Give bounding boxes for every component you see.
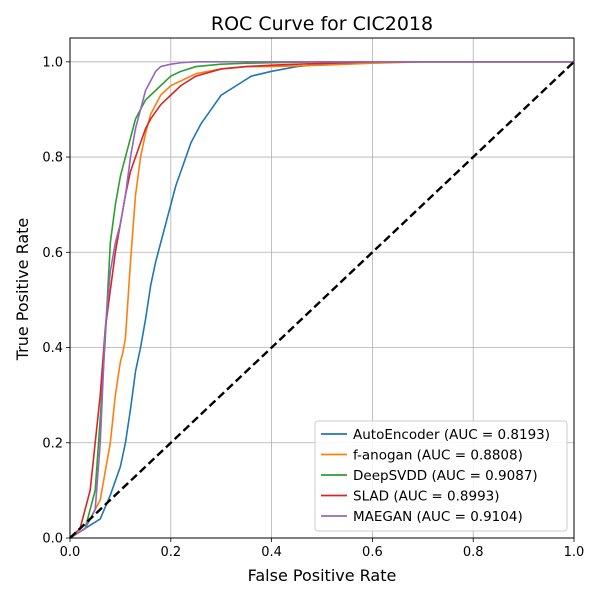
- diagonal-reference-line: [69, 60, 575, 539]
- legend-label: f-anogan (AUC = 0.8808): [353, 448, 523, 464]
- x-tick-label: 1.0: [564, 545, 585, 560]
- x-tick-label: 0.4: [261, 545, 282, 560]
- y-tick-label: 0.8: [42, 151, 63, 166]
- y-tick-label: 0.6: [42, 246, 63, 261]
- x-axis-label: False Positive Rate: [248, 566, 397, 585]
- x-tick-label: 0.6: [362, 545, 383, 560]
- legend-box: [314, 420, 568, 532]
- legend: AutoEncoder (AUC = 0.8193) f-anogan (AUC …: [314, 420, 568, 532]
- legend-label: AutoEncoder (AUC = 0.8193): [353, 427, 550, 443]
- series-line-5: [69, 61, 574, 539]
- series-line-1: [69, 61, 574, 539]
- series-line-4: [69, 61, 574, 539]
- chart-title: ROC Curve for CIC2018: [211, 13, 433, 35]
- legend-label: SLAD (AUC = 0.8993): [353, 489, 500, 505]
- x-tick-label: 0.8: [463, 545, 484, 560]
- y-tick-label: 0.0: [42, 532, 63, 547]
- x-tick-label: 0.2: [160, 545, 181, 560]
- x-tick-label: 0.0: [60, 545, 81, 560]
- legend-label: MAEGAN (AUC = 0.9104): [353, 509, 523, 525]
- plot-area: [69, 60, 575, 539]
- legend-label: DeepSVDD (AUC = 0.9087): [353, 468, 538, 484]
- series-line-2: [69, 61, 574, 539]
- axis-ticks: 0.0 0.2 0.4 0.6 0.8 1.0 0.0 0.2 0.4 0.6 0.8 1.0: [42, 55, 584, 560]
- y-tick-label: 0.4: [42, 341, 63, 356]
- y-axis-label: True Positive Rate: [13, 218, 32, 362]
- plot-frame: [69, 37, 575, 539]
- y-tick-label: 0.2: [42, 436, 63, 451]
- y-tick-label: 1.0: [42, 55, 63, 70]
